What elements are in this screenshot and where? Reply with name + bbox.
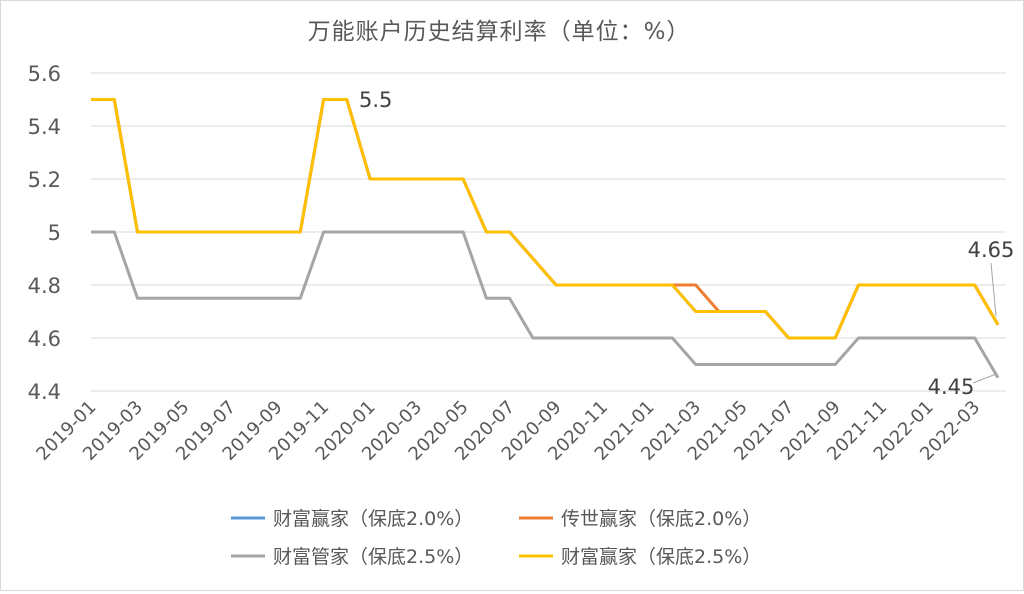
y-tick-label: 5.6	[28, 62, 61, 86]
legend-item: 财富管家（保底2.5%）	[231, 546, 473, 568]
data-labels: 5.5 4.65 4.45	[359, 88, 1014, 399]
y-tick-label: 4.4	[28, 380, 61, 404]
y-tick-label: 5.2	[28, 168, 61, 192]
data-label: 4.65	[968, 238, 1015, 262]
series-line-2	[91, 98, 1000, 340]
legend-item: 财富赢家（保底2.5%）	[519, 546, 761, 568]
legend-label: 财富赢家（保底2.5%）	[561, 546, 761, 568]
data-label-leader	[990, 262, 997, 317]
series-lines	[91, 98, 1000, 379]
data-label: 5.5	[359, 88, 392, 112]
series-line-4	[91, 98, 1000, 340]
series-line-1	[91, 98, 1000, 340]
data-label-leader	[972, 373, 997, 384]
y-tick-label: 4.8	[28, 274, 61, 298]
x-axis: 2019-012019-032019-052019-072019-092019-…	[32, 397, 984, 465]
legend-label: 传世赢家（保底2.0%）	[561, 508, 761, 530]
y-tick-label: 5	[48, 221, 61, 245]
legend-label: 财富管家（保底2.5%）	[273, 546, 473, 568]
y-tick-label: 5.4	[28, 115, 61, 139]
data-label: 4.45	[928, 375, 975, 399]
legend-item: 财富赢家（保底2.0%）	[231, 508, 473, 530]
y-axis: 4.4 4.6 4.8 5 5.2 5.4 5.6	[28, 62, 61, 404]
y-tick-label: 4.6	[28, 327, 61, 351]
legend: 财富赢家（保底2.0%） 传世赢家（保底2.0%） 财富管家（保底2.5%） 财富赢家…	[231, 508, 761, 568]
legend-item: 传世赢家（保底2.0%）	[519, 508, 761, 530]
series-line-3	[91, 230, 1000, 379]
legend-label: 财富赢家（保底2.0%）	[273, 508, 473, 530]
chart-title: 万能账户历史结算利率（单位：%）	[308, 19, 691, 45]
